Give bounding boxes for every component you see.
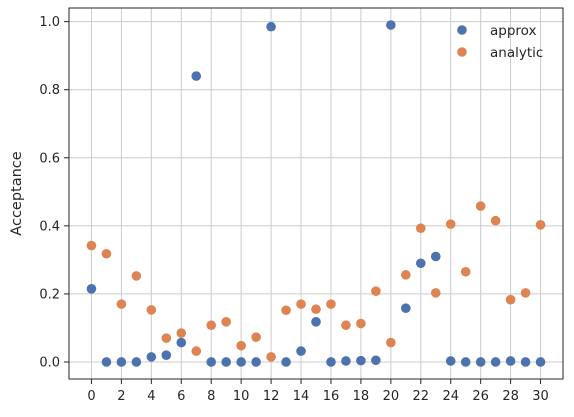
approx-point: [341, 356, 351, 366]
analytic-point: [131, 271, 142, 281]
analytic-point: [460, 266, 471, 277]
analytic-point: [251, 332, 261, 342]
x-tick-label: 8: [207, 389, 215, 404]
approx-point: [251, 357, 261, 367]
y-tick-label: 1.0: [39, 15, 60, 30]
approx-point: [460, 357, 471, 367]
y-tick-label: 0.6: [39, 151, 60, 166]
analytic-point: [161, 333, 172, 343]
x-tick-label: 24: [442, 389, 459, 404]
analytic-point: [281, 305, 291, 316]
analytic-point: [356, 318, 366, 329]
approx-point: [490, 357, 501, 367]
analytic-point: [520, 288, 531, 298]
approx-point: [430, 251, 441, 262]
approx-point: [146, 352, 157, 362]
analytic-point: [505, 294, 516, 305]
analytic-point: [430, 288, 441, 298]
x-tick-label: 16: [323, 389, 340, 404]
analytic-point: [311, 304, 321, 315]
x-tick-label: 12: [263, 389, 280, 404]
analytic-point: [535, 220, 546, 230]
analytic-point: [221, 317, 231, 327]
grid: [69, 8, 563, 379]
analytic-point: [146, 305, 157, 315]
x-tick-label: 18: [353, 389, 370, 404]
data-points: [86, 20, 546, 367]
analytic-point: [401, 270, 411, 280]
x-tick-label: 6: [177, 389, 185, 404]
y-tick-label: 0.0: [39, 355, 60, 370]
approx-point: [535, 357, 546, 367]
x-tick-label: 28: [502, 389, 519, 404]
analytic-point: [341, 320, 351, 331]
approx-point: [101, 357, 112, 367]
y-tick-label: 0.8: [39, 83, 60, 98]
analytic-point: [326, 299, 336, 309]
legend-marker-approx: [457, 25, 467, 35]
series-approx: [86, 20, 546, 367]
analytic-point: [101, 248, 112, 259]
approx-point: [131, 357, 142, 367]
x-tick-label: 4: [147, 389, 155, 404]
analytic-point: [86, 240, 97, 251]
approx-point: [326, 357, 336, 367]
approx-point: [86, 284, 97, 294]
y-tick-label: 0.2: [39, 287, 60, 302]
x-tick-label: 30: [532, 389, 549, 404]
approx-point: [371, 355, 381, 366]
series-analytic: [86, 201, 546, 362]
approx-point: [176, 337, 187, 348]
x-tick-label: 2: [117, 389, 125, 404]
analytic-point: [176, 328, 187, 338]
approx-point: [415, 258, 426, 269]
approx-point: [281, 357, 291, 367]
approx-point: [356, 355, 366, 366]
x-tick-label: 10: [233, 389, 250, 404]
analytic-point: [191, 346, 202, 356]
approx-point: [236, 357, 246, 367]
x-tick-label: 22: [413, 389, 430, 404]
analytic-point: [415, 223, 426, 234]
approx-point: [266, 21, 276, 32]
analytic-point: [236, 340, 246, 351]
approx-point: [475, 357, 486, 367]
analytic-point: [386, 337, 396, 348]
x-axis: 0 2 4 6 8 10 12 14 16 18 20 22 24 26 28 30: [87, 379, 549, 404]
approx-point: [221, 357, 231, 367]
analytic-point: [206, 320, 217, 331]
x-tick-label: 14: [293, 389, 310, 404]
x-tick-label: 26: [472, 389, 489, 404]
analytic-point: [266, 352, 276, 362]
analytic-point: [116, 299, 127, 309]
approx-point: [520, 357, 531, 367]
approx-point: [116, 357, 127, 367]
approx-point: [445, 356, 456, 366]
approx-point: [191, 71, 202, 81]
analytic-point: [475, 201, 486, 211]
approx-point: [296, 346, 306, 356]
approx-point: [505, 356, 516, 366]
analytic-point: [296, 299, 306, 309]
y-tick-label: 0.4: [39, 219, 60, 234]
x-tick-label: 20: [383, 389, 400, 404]
y-axis-label: Acceptance: [9, 151, 25, 235]
analytic-point: [445, 219, 456, 229]
approx-point: [401, 303, 411, 314]
approx-point: [206, 357, 217, 367]
legend-label-analytic: analytic: [490, 45, 543, 61]
approx-point: [161, 350, 172, 360]
legend-marker-analytic: [457, 47, 467, 57]
approx-point: [311, 317, 321, 327]
legend: approx analytic: [457, 23, 543, 61]
analytic-point: [371, 286, 381, 296]
plot-area-frame: [68, 7, 564, 380]
legend-label-approx: approx: [490, 23, 537, 39]
approx-point: [386, 20, 396, 30]
y-axis: 0.0 0.2 0.4 0.6 0.8 1.0: [39, 15, 69, 370]
analytic-point: [490, 215, 501, 226]
x-tick-label: 0: [87, 389, 95, 404]
